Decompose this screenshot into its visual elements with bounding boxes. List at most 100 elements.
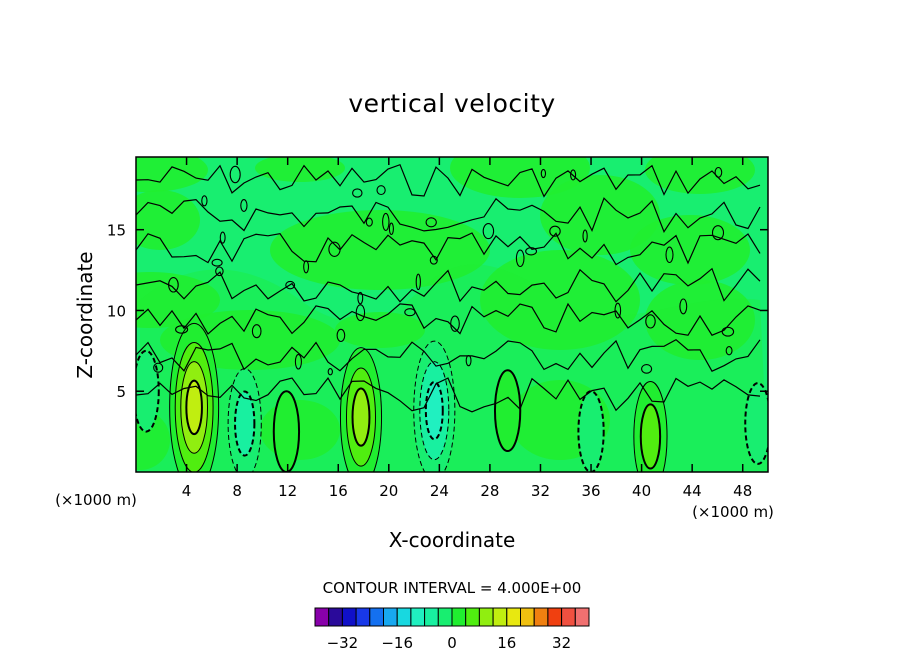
colorbar-swatch — [424, 607, 439, 627]
small-contour-ring — [229, 165, 241, 184]
x-tick-label: 32 — [531, 482, 550, 500]
small-contour-ring — [570, 169, 577, 181]
colorbar-swatch — [451, 607, 467, 627]
small-contour-ring — [415, 273, 421, 291]
y-tick-label: 10 — [107, 302, 126, 320]
x-tick-label: 48 — [733, 482, 752, 500]
downdraft-5 — [227, 368, 262, 472]
colorbar-swatch — [328, 607, 343, 627]
x-tick-label: 8 — [232, 482, 242, 500]
colorbar-tick-label: −16 — [381, 634, 413, 652]
small-contour-ring — [665, 246, 674, 264]
small-contour-ring — [219, 231, 226, 244]
x-unit-left: (×1000 m) — [55, 491, 137, 509]
updraft-contour — [351, 387, 371, 447]
weak-updraft-patch — [255, 157, 345, 182]
weak-updraft-patch — [335, 312, 425, 348]
colorbar-tick-label: 16 — [497, 634, 516, 652]
x-axis: 4 8 12 16 20 24 28 32 36 40 44 48 — [182, 157, 752, 500]
updraft-contour — [639, 403, 662, 470]
y-tick-label: 5 — [116, 383, 126, 401]
colorbar-swatch — [520, 607, 535, 627]
colorbar-swatch — [492, 607, 508, 627]
x-tick-label: 12 — [278, 482, 297, 500]
small-contour-ring — [365, 217, 373, 227]
updraft-contour — [272, 390, 301, 472]
small-contour-ring — [725, 346, 733, 356]
colorbar-swatch — [383, 607, 398, 627]
updraft-1 — [339, 347, 383, 472]
small-contour-ring — [711, 225, 725, 241]
downdraft-contour — [234, 390, 256, 457]
weak-updraft-patch — [645, 280, 755, 360]
small-contour-ring — [614, 302, 622, 319]
downdraft-8 — [136, 349, 160, 433]
x-tick-label: 16 — [329, 482, 348, 500]
colorbar-swatch — [547, 607, 563, 627]
small-contour-ring — [201, 195, 208, 207]
colorbar-swatch — [506, 607, 521, 627]
colorbar-swatch — [314, 607, 330, 627]
y-axis-label: Z-coordinate — [73, 251, 97, 378]
weak-updraft-patch — [136, 157, 208, 192]
contour-interval-text: CONTOUR INTERVAL = 4.000E+00 — [323, 579, 582, 597]
weak-updraft-patch — [630, 215, 750, 285]
x-tick-label: 4 — [182, 482, 192, 500]
weak-updraft-patch — [136, 190, 200, 250]
small-contour-ring — [540, 168, 547, 179]
small-contour-ring — [352, 188, 363, 198]
small-contour-ring — [336, 328, 346, 343]
small-contour-ring — [388, 222, 394, 236]
x-tick-label: 36 — [581, 482, 600, 500]
small-contour-ring — [482, 223, 495, 240]
small-contour-ring — [404, 308, 416, 317]
x-tick-label: 20 — [379, 482, 398, 500]
small-contour-ring — [211, 258, 223, 267]
colorbar-swatch — [533, 607, 549, 627]
zero-contour-line — [136, 338, 761, 372]
small-contour-ring — [357, 291, 364, 305]
small-contour-ring — [641, 364, 653, 374]
y-axis: 5 10 15 — [107, 222, 768, 401]
weak-updraft-patch — [136, 272, 220, 328]
small-contour-ring — [240, 199, 248, 212]
small-contour-ring — [721, 326, 735, 337]
colorbar-tick-label: 0 — [447, 634, 457, 652]
colorbar: −32 −16 0 16 32 — [314, 607, 590, 652]
weak-updraft-patch — [540, 175, 660, 255]
small-contour-ring — [679, 298, 688, 315]
x-tick-label: 24 — [430, 482, 449, 500]
small-contour-ring — [168, 277, 179, 293]
small-contour-ring — [714, 166, 723, 178]
small-contour-ring — [327, 368, 333, 376]
colorbar-swatch — [369, 607, 384, 627]
chart-title: vertical velocity — [348, 89, 555, 118]
small-contour-ring — [285, 280, 296, 290]
updraft-contour — [493, 369, 522, 453]
colorbar-swatch — [355, 607, 371, 627]
colorbar-swatch — [478, 607, 494, 627]
downdraft-contour — [424, 381, 444, 441]
plot-frame — [135, 156, 769, 473]
weak-updraft-patch — [480, 250, 640, 350]
colorbar-tick-label: 32 — [552, 634, 571, 652]
x-tick-label: 28 — [480, 482, 499, 500]
downdraft-contour — [577, 390, 605, 472]
updraft-2 — [272, 390, 301, 472]
colorbar-swatch — [561, 607, 576, 627]
downdraft-contour — [744, 382, 768, 465]
small-contour-ring — [355, 304, 366, 322]
x-unit-right: (×1000 m) — [692, 503, 774, 521]
zero-contour-line — [136, 302, 761, 336]
small-contour-ring — [294, 353, 302, 370]
x-axis-label: X-coordinate — [389, 528, 516, 552]
downdraft-6 — [413, 340, 456, 472]
small-contour-ring — [425, 217, 437, 228]
colorbar-tick-label: −32 — [327, 634, 359, 652]
small-contour-ring — [376, 185, 386, 196]
small-contour-ring — [549, 225, 561, 237]
small-contour-ring — [582, 229, 588, 243]
plot-area — [135, 156, 769, 473]
x-tick-label: 40 — [632, 482, 651, 500]
updraft-contour — [185, 379, 203, 436]
